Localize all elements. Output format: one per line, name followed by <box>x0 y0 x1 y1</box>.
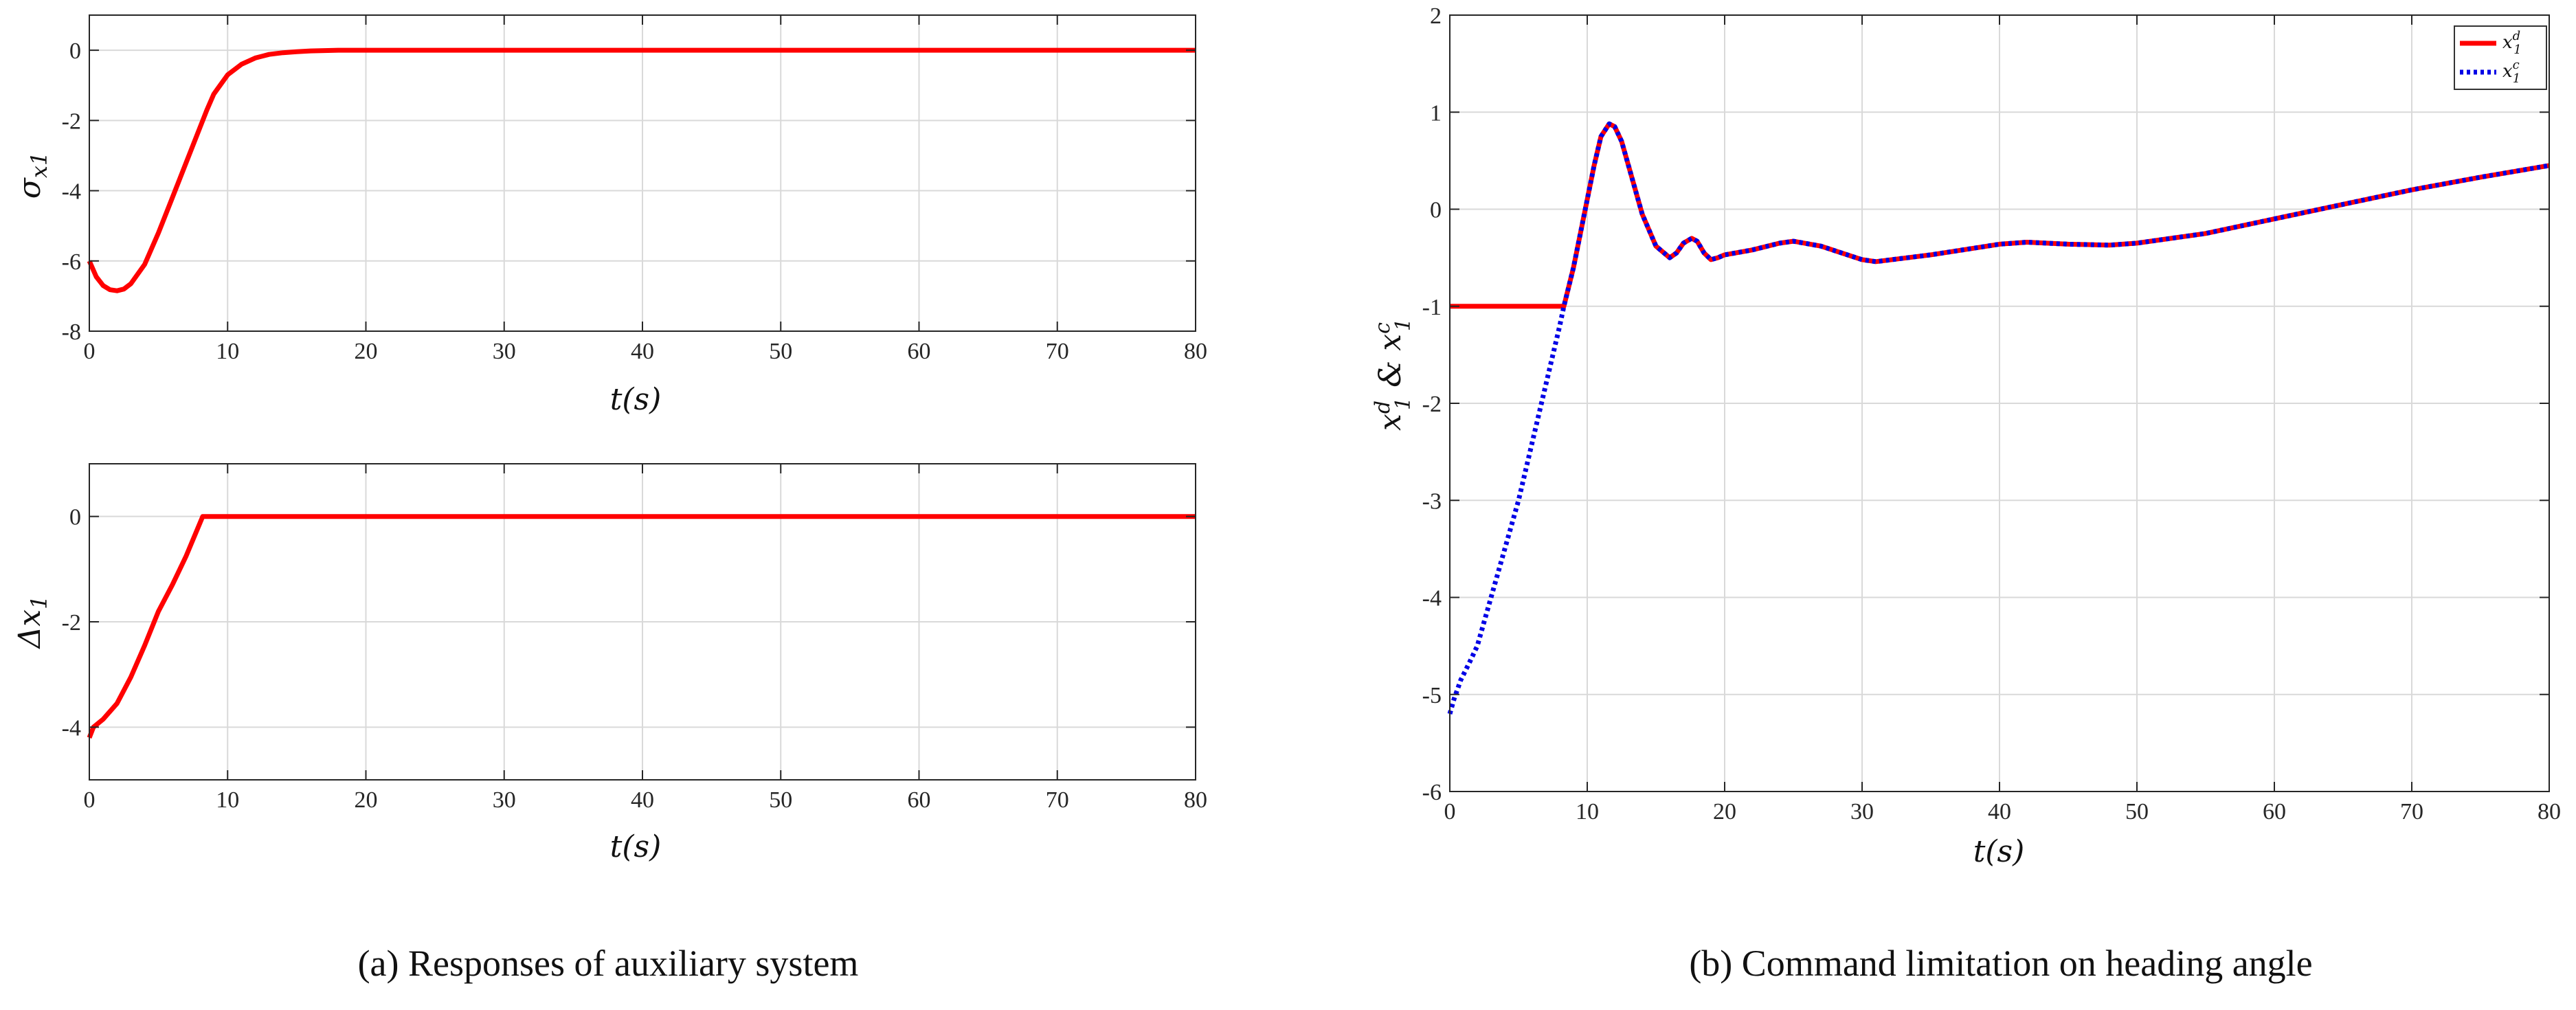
xtick-label-delta-10: 10 <box>216 787 239 813</box>
ytick-label-delta--4: -4 <box>62 715 81 741</box>
xtick-label-sigma-10: 10 <box>216 339 239 364</box>
ytick-label-heading--2: -2 <box>1422 392 1442 417</box>
xtick-label-sigma-0: 0 <box>84 339 96 364</box>
legend: xd 1 xc 1 <box>2454 25 2547 90</box>
ytick-label-heading-2: 2 <box>1430 3 1442 29</box>
xlabel-delta: t(s) <box>610 829 662 864</box>
ytick-label-heading-1: 1 <box>1430 100 1442 126</box>
xtick-label-heading-70: 70 <box>2400 799 2423 824</box>
xtick-label-sigma-30: 30 <box>493 339 516 364</box>
ytick-label-sigma--8: -8 <box>62 319 81 345</box>
series-line-sigma-0 <box>87 47 1196 293</box>
xtick-label-sigma-40: 40 <box>631 339 654 364</box>
xtick-label-heading-60: 60 <box>2263 799 2286 824</box>
xtick-label-heading-20: 20 <box>1713 799 1736 824</box>
xtick-label-sigma-70: 70 <box>1046 339 1069 364</box>
xtick-label-sigma-20: 20 <box>355 339 378 364</box>
ylabel-delta: Δx1 <box>12 596 52 650</box>
ylabel-sigma: σx1 <box>12 152 52 199</box>
legend-label-x1c: xc 1 <box>2502 58 2520 86</box>
caption-b: (b) Command limitation on heading angle <box>1689 943 2312 984</box>
ytick-label-sigma-0: 0 <box>69 38 81 64</box>
xtick-label-delta-0: 0 <box>84 787 96 813</box>
xtick-label-sigma-50: 50 <box>769 339 792 364</box>
ytick-label-sigma--6: -6 <box>62 249 81 275</box>
ytick-label-delta-0: 0 <box>69 505 81 530</box>
ylabel-heading: xd1 & xc1 <box>1371 318 1415 431</box>
ytick-label-delta--2: -2 <box>62 610 81 636</box>
ytick-label-heading-0: 0 <box>1430 198 1442 223</box>
chart-delta-response: 0 10 20 30 40 50 60 70 80 -4 -2 0 <box>62 463 1207 813</box>
series-line-heading-x1c <box>1447 121 2550 715</box>
xtick-label-delta-40: 40 <box>631 787 654 813</box>
series-line-delta-0 <box>87 514 1196 739</box>
xtick-label-delta-20: 20 <box>355 787 378 813</box>
ytick-label-heading--6: -6 <box>1422 780 1442 805</box>
xtick-label-sigma-80: 80 <box>1184 339 1207 364</box>
ytick-label-sigma--4: -4 <box>62 179 81 205</box>
xtick-label-delta-50: 50 <box>769 787 792 813</box>
xtick-label-delta-30: 30 <box>493 787 516 813</box>
ytick-label-heading--3: -3 <box>1422 489 1442 514</box>
xlabel-heading: t(s) <box>1973 834 2025 869</box>
ytick-label-heading--4: -4 <box>1422 586 1442 611</box>
caption-a: (a) Responses of auxiliary system <box>358 943 859 984</box>
xtick-label-delta-80: 80 <box>1184 787 1207 813</box>
legend-label-x1d: xd 1 <box>2502 29 2522 57</box>
xtick-label-delta-60: 60 <box>908 787 931 813</box>
xtick-label-heading-10: 10 <box>1576 799 1599 824</box>
xtick-label-heading-30: 30 <box>1850 799 1874 824</box>
xtick-label-delta-70: 70 <box>1046 787 1069 813</box>
xtick-label-heading-0: 0 <box>1444 799 1456 824</box>
ytick-label-sigma--2: -2 <box>62 109 81 134</box>
chart-sigma-response: 0 10 20 30 40 50 60 70 80 -8 -6 -4 -2 0 <box>62 14 1207 364</box>
ytick-label-heading--1: -1 <box>1422 295 1442 320</box>
chart-heading-command: 0 10 20 30 40 50 60 70 80 -6 -5 -4 -3 -2 -1 0 1 2 <box>1422 3 2561 824</box>
xtick-label-heading-50: 50 <box>2125 799 2149 824</box>
ytick-label-heading--5: -5 <box>1422 683 1442 708</box>
xtick-label-heading-40: 40 <box>1988 799 2011 824</box>
xtick-label-sigma-60: 60 <box>908 339 931 364</box>
xtick-label-heading-80: 80 <box>2538 799 2561 824</box>
xlabel-sigma: t(s) <box>610 382 662 417</box>
